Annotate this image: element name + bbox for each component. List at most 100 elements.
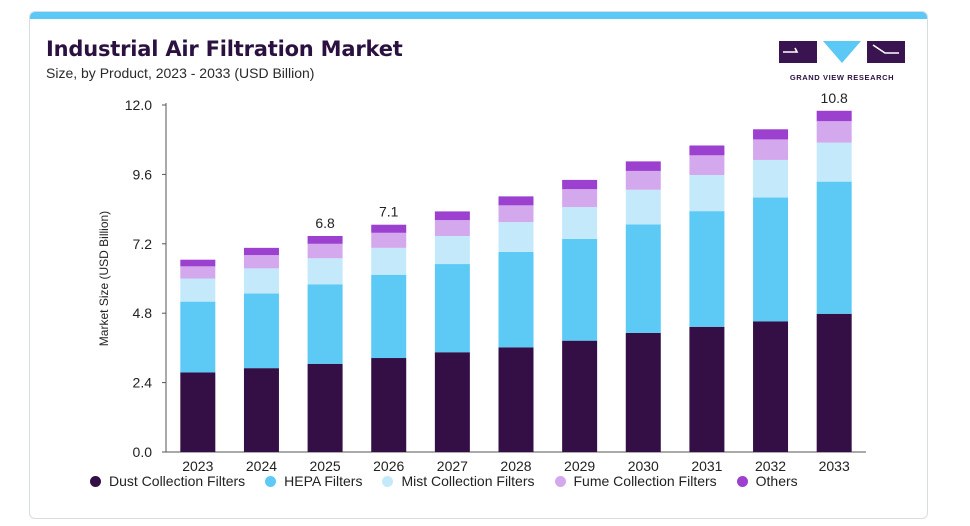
bar-segment: [371, 274, 407, 359]
logo-triangle: [823, 41, 861, 63]
legend-item: Dust Collection Filters: [90, 473, 245, 489]
bar-segment: [180, 372, 216, 452]
x-tick-label: 2028: [500, 458, 531, 474]
legend-swatch: [736, 475, 748, 487]
bar-segment: [816, 121, 852, 143]
bar-segment: [498, 205, 534, 223]
bar-total-label: 6.8: [315, 215, 335, 231]
y-tick-label: 4.8: [133, 305, 153, 321]
bar-segment: [689, 145, 725, 156]
y-tick-label: 7.2: [133, 236, 153, 252]
bar-total-label: 10.8: [821, 90, 848, 106]
chart-legend: Dust Collection Filters HEPA Filters Mist …: [90, 473, 798, 489]
y-tick-label: 0.0: [133, 444, 153, 460]
bar-segment: [434, 220, 470, 236]
bar-segment: [816, 313, 852, 452]
y-axis-title: Market Size (USD Billion): [97, 211, 111, 346]
bar-segment: [816, 142, 852, 182]
x-tick-label: 2029: [564, 458, 595, 474]
bar-segment: [243, 255, 279, 269]
x-tick-label: 2032: [755, 458, 786, 474]
bar-segment: [243, 368, 279, 452]
bar-segment: [371, 358, 407, 452]
bar-segment: [689, 174, 725, 212]
bar-segment: [816, 110, 852, 122]
bar-segment: [307, 235, 343, 244]
bar-segment: [180, 278, 216, 302]
x-tick-label: 2031: [691, 458, 722, 474]
bar-segment: [243, 247, 279, 256]
grand-view-research-logo: GRAND VIEW RESEARCH: [779, 39, 905, 85]
bar-segment: [753, 197, 789, 322]
bar-segment: [625, 161, 661, 171]
bar-segment: [371, 232, 407, 248]
y-tick-label: 12.0: [125, 97, 152, 113]
bar-segment: [243, 268, 279, 294]
x-tick-label: 2027: [437, 458, 468, 474]
bar-segment: [307, 363, 343, 452]
legend-item: Others: [736, 473, 798, 489]
bar-segment: [562, 189, 598, 208]
bar-segment: [498, 347, 534, 452]
bar-segment: [753, 159, 789, 198]
x-tick-label: 2026: [373, 458, 404, 474]
legend-item: Mist Collection Filters: [382, 473, 535, 489]
legend-label: HEPA Filters: [284, 473, 363, 489]
bar-segment: [498, 222, 534, 252]
x-tick-label: 2024: [246, 458, 277, 474]
x-tick-label: 2023: [182, 458, 213, 474]
bar-segment: [689, 155, 725, 175]
y-tick-label: 2.4: [133, 375, 153, 391]
chart-title: Industrial Air Filtration Market: [46, 37, 403, 61]
legend-label: Mist Collection Filters: [401, 473, 535, 489]
bar-segment: [562, 207, 598, 239]
bar-segment: [625, 189, 661, 225]
bar-segment: [562, 179, 598, 190]
bar-segment: [434, 235, 470, 265]
bar-segment: [625, 170, 661, 190]
legend-item: HEPA Filters: [265, 473, 362, 489]
bar-segment: [180, 301, 216, 373]
x-tick-label: 2025: [310, 458, 341, 474]
bar-segment: [307, 258, 343, 285]
bar-segment: [434, 352, 470, 452]
bar-total-label: 7.1: [379, 204, 399, 220]
bar-segment: [307, 243, 343, 259]
bar-segment: [689, 326, 725, 452]
legend-swatch: [90, 475, 101, 487]
bar-segment: [498, 196, 534, 206]
bar-segment: [753, 129, 789, 140]
legend-swatch: [265, 475, 277, 487]
accent-bar: [30, 12, 927, 19]
y-tick-label: 9.6: [133, 166, 153, 182]
bar-segment: [371, 224, 407, 233]
bar-segment: [307, 284, 343, 364]
bar-segment: [753, 321, 789, 452]
legend-label: Others: [755, 473, 798, 489]
bar-segment: [753, 139, 789, 160]
logo-text: GRAND VIEW RESEARCH: [789, 73, 895, 82]
bar-segment: [434, 211, 470, 221]
bar-segment: [498, 251, 534, 348]
legend-swatch: [382, 475, 394, 487]
bar-segment: [689, 211, 725, 327]
bar-segment: [816, 181, 852, 314]
logo-block-left: [779, 41, 817, 63]
chart-subtitle: Size, by Product, 2023 - 2033 (USD Billi…: [46, 65, 315, 81]
bar-segment: [625, 332, 661, 452]
bar-segment: [371, 247, 407, 275]
x-tick-label: 2030: [628, 458, 659, 474]
legend-label: Dust Collection Filters: [109, 473, 246, 489]
bar-segment: [562, 340, 598, 452]
x-tick-label: 2033: [819, 458, 850, 474]
legend-swatch: [554, 475, 566, 487]
bar-segment: [243, 293, 279, 369]
bar-segment: [180, 266, 216, 279]
bar-segment: [180, 259, 216, 267]
logo-mark: [779, 41, 905, 63]
legend-label: Fume Collection Filters: [573, 473, 717, 489]
bar-segment: [434, 264, 470, 353]
legend-item: Fume Collection Filters: [554, 473, 717, 489]
bar-segment: [625, 224, 661, 333]
